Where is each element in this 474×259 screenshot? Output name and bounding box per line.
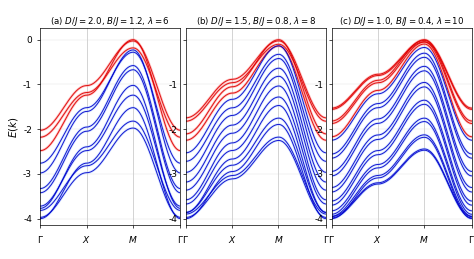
- Title: (a) $D/J=2.0$, $B/J=1.2$, $\lambda=6$: (a) $D/J=2.0$, $B/J=1.2$, $\lambda=6$: [50, 16, 170, 28]
- Title: (b) $D/J=1.5$, $B/J=0.8$, $\lambda=8$: (b) $D/J=1.5$, $B/J=0.8$, $\lambda=8$: [196, 16, 316, 28]
- Y-axis label: $E(k)$: $E(k)$: [7, 116, 20, 138]
- Title: (c) $D/J=1.0$, $B/J=0.4$, $\lambda=10$: (c) $D/J=1.0$, $B/J=0.4$, $\lambda=10$: [339, 16, 465, 28]
